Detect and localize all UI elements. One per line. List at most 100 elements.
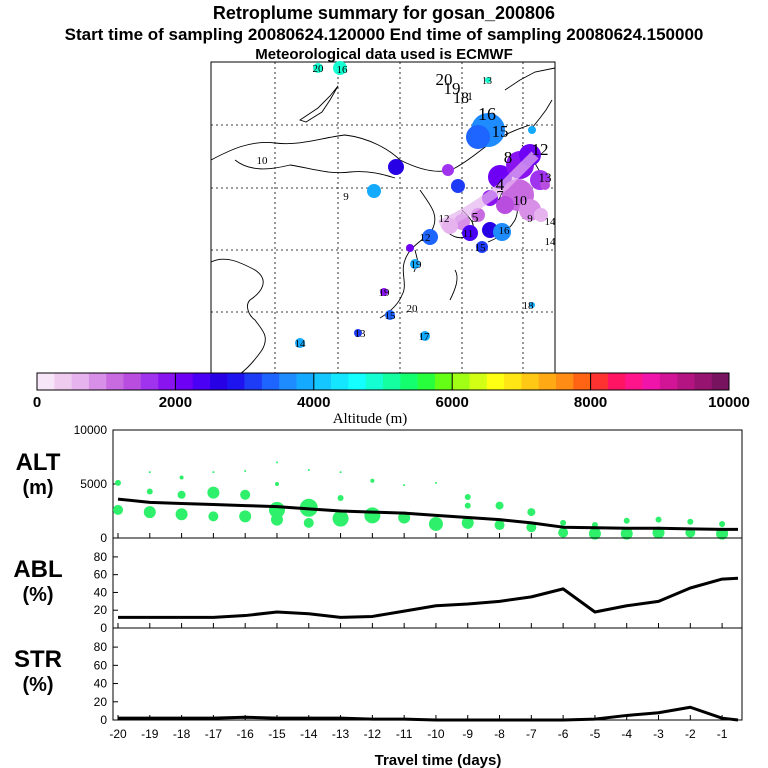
colorbar-swatch (434, 373, 453, 390)
panel-ylabel: STR (14, 646, 62, 673)
panel-abl: ABL(%) 80 60 40 20 0 (13, 537, 743, 635)
colorbar-swatch (88, 373, 107, 390)
panel-ylabel-unit: (m) (22, 477, 53, 499)
colorbar-swatch (313, 373, 332, 390)
colorbar-tick-label: 4000 (297, 394, 330, 411)
plume-dot (485, 77, 491, 83)
colorbar-tick-label: 2000 (159, 394, 192, 411)
panel-frame (112, 429, 743, 539)
plume-dot (540, 180, 550, 190)
colorbar-swatch (365, 373, 384, 390)
colorbar-swatch (504, 373, 522, 390)
time-series-panels: ALT(m)1000050000ABL(%)806040200STR(%)806… (13, 423, 743, 768)
map-day-label: 14 (295, 338, 307, 350)
altitude-particle-dot (558, 527, 569, 538)
map-day-label: 16 (478, 104, 496, 124)
trajectory-plume (295, 61, 550, 348)
altitude-particle-dot (274, 482, 279, 486)
map-day-label: 14 (545, 216, 557, 228)
x-tick-label: -18 (173, 727, 191, 741)
x-tick-label: -7 (526, 727, 537, 741)
map-day-label: 15 (475, 242, 487, 254)
x-tick-label: -6 (558, 727, 569, 741)
x-tick-label: -13 (332, 727, 350, 741)
y-tick-label: 20 (94, 603, 108, 617)
colorbar-swatch (556, 373, 574, 390)
altitude-particle-dot (179, 475, 184, 480)
map-day-label: 19 (411, 259, 423, 271)
altitude-particle-dot (212, 471, 215, 474)
x-tick-label: -20 (109, 727, 127, 741)
altitude-particle-dot (239, 510, 252, 523)
map-day-label: 9 (343, 191, 349, 203)
colorbar-swatch (521, 373, 539, 390)
colorbar-swatch (694, 373, 712, 390)
altitude-particle-dot (303, 517, 314, 528)
altitude-particle-dot (177, 490, 186, 499)
colorbar-swatch (469, 373, 488, 390)
altitude-particle-dot (461, 516, 474, 529)
altitude-particle-dot (560, 519, 567, 526)
altitude-colorbar: 0 2000 4000 6000 8000 10000 (33, 372, 750, 411)
x-tick-label: -17 (205, 727, 223, 741)
x-tick-label: -16 (237, 727, 255, 741)
altitude-particle-dot (495, 501, 504, 510)
plume-dot (442, 164, 454, 176)
colorbar-swatch (417, 373, 436, 390)
coastlines (210, 67, 556, 375)
colorbar-swatch (37, 373, 55, 390)
map-day-label: 12 (420, 232, 431, 244)
altitude-particle-dot (364, 507, 381, 524)
altitude-particle-dot (370, 478, 375, 483)
plume-dot (476, 241, 488, 253)
plume-dot (367, 184, 381, 198)
colorbar-swatch (71, 373, 90, 390)
map-day-label: 10 (257, 155, 269, 167)
y-tick-label: 5000 (80, 477, 107, 491)
y-tick-label: 0 (100, 713, 107, 727)
chart-title: Retroplume summary for gosan_200806 (212, 3, 556, 23)
colorbar-swatch (677, 373, 695, 390)
map-day-label: 1 (467, 89, 473, 103)
map-day-label: 7 (497, 189, 504, 204)
altitude-particle-dot (464, 493, 471, 500)
altitude-particle-dot (403, 484, 406, 487)
map-day-label: 5 (472, 211, 479, 226)
y-tick-label: 20 (94, 695, 108, 709)
map-day-label: 16 (499, 225, 511, 237)
map-day-label: 20 (313, 63, 325, 75)
series-line (118, 705, 739, 722)
colorbar-label: Altitude (m) (333, 411, 408, 427)
map-day-label: 15 (385, 310, 397, 322)
map-day-label: 12 (439, 213, 450, 225)
map-day-label: 4 (496, 175, 505, 194)
y-tick-label: 40 (94, 677, 108, 691)
map-day-label: 14 (545, 236, 557, 248)
colorbar-tick-label: 6000 (436, 394, 469, 411)
y-tick-label: 60 (94, 658, 108, 672)
altitude-particle-dot (113, 504, 123, 515)
altitude-particle-dot (494, 520, 505, 531)
colorbar-swatch (158, 373, 176, 390)
colorbar-swatch (625, 373, 643, 390)
colorbar-swatch (383, 373, 401, 390)
plume-dot (388, 159, 404, 175)
y-tick-label: 0 (100, 621, 107, 635)
series-line (117, 497, 738, 531)
colorbar-swatch (192, 373, 211, 390)
altitude-particle-dot (428, 516, 443, 531)
colorbar-swatch (348, 373, 366, 390)
colorbar-swatch (106, 373, 124, 390)
colorbar-swatch (279, 373, 297, 390)
altitude-particle-dot (143, 506, 156, 519)
sampling-times: Start time of sampling 20080624.120000 E… (64, 25, 704, 44)
map-day-label: 8 (504, 148, 513, 167)
colorbar-swatch (538, 373, 557, 390)
altitude-particle-dot (339, 471, 342, 474)
map-day-label: 13 (482, 76, 492, 87)
colorbar-swatch (123, 373, 142, 390)
altitude-particle-dot (148, 471, 151, 474)
panel-ylabel-unit: (%) (22, 674, 53, 696)
plume-dot (333, 61, 347, 75)
